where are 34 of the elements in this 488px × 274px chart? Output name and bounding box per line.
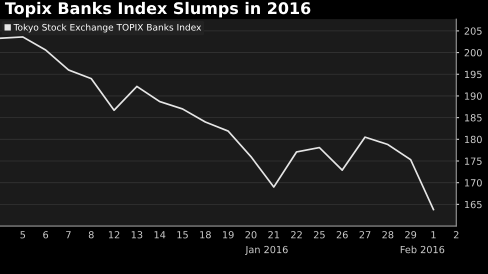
y-tick-label: 195 — [464, 70, 482, 78]
x-tick-label: 2 — [454, 231, 458, 238]
y-tick-label: 205 — [464, 27, 482, 35]
x-tick-label: 26 — [336, 231, 348, 238]
x-tick-label: 8 — [88, 231, 94, 238]
legend-label: Tokyo Stock Exchange TOPIX Banks Index — [14, 24, 202, 32]
y-tick-label: 175 — [464, 158, 482, 165]
x-tick-label: 18 — [200, 231, 211, 238]
x-tick-label: 20 — [245, 231, 256, 238]
y-tick-label: 170 — [464, 179, 482, 187]
x-tick-label: 5 — [20, 231, 26, 238]
y-tick-label: 180 — [464, 136, 482, 144]
x-tick-label: 22 — [291, 231, 302, 238]
chart-title: Topix Banks Index Slumps in 2016 — [4, 2, 310, 18]
x-tick-label: 12 — [108, 231, 120, 238]
x-tick-label: 1 — [431, 231, 436, 238]
y-tick-label: 165 — [464, 200, 482, 208]
x-tick-label: 13 — [132, 231, 142, 238]
x-tick-label: 19 — [223, 231, 234, 238]
y-tick-label: 200 — [464, 49, 482, 56]
x-tick-label: 14 — [154, 231, 166, 238]
text: Jan 2016 — [245, 246, 288, 256]
x-tick-label: 15 — [177, 231, 188, 238]
x-tick-label: 6 — [43, 231, 48, 238]
x-tick-label: 28 — [382, 231, 394, 238]
x-tick-label: 25 — [314, 231, 325, 238]
text: Feb 2016 — [400, 246, 444, 254]
y-tick-label: 190 — [464, 92, 482, 100]
x-tick-label: 29 — [405, 231, 416, 238]
y-tick-label: 185 — [464, 114, 482, 122]
x-tick-label: 21 — [268, 231, 280, 238]
line-series — [0, 36, 434, 210]
x-tick-label: 7 — [66, 231, 71, 238]
x-tick-label: 27 — [360, 231, 370, 238]
